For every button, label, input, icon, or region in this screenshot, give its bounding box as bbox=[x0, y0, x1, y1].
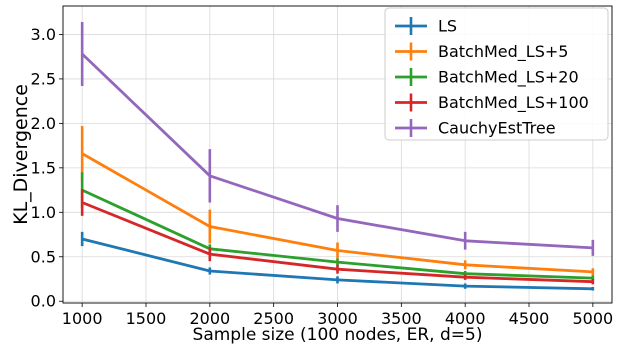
legend-entry: LS bbox=[395, 17, 457, 36]
legend: LS BatchMed_LS+5 BatchMed_LS+20 BatchMed_LS… bbox=[384, 7, 609, 141]
x-tick-label: 4500 bbox=[509, 309, 550, 328]
y-tick-label: 1.0 bbox=[31, 203, 56, 222]
x-axis-label: Sample size (100 nodes, ER, d=5) bbox=[193, 325, 483, 345]
legend-entry: CauchyEstTree bbox=[395, 119, 556, 138]
x-tick-label: 3500 bbox=[381, 309, 422, 328]
x-tick-label: 2500 bbox=[253, 309, 294, 328]
y-tick-label: 2.5 bbox=[31, 69, 56, 88]
series-layer bbox=[80, 22, 595, 291]
legend-entry: BatchMed_LS+20 bbox=[395, 68, 579, 88]
x-tick-label: 1500 bbox=[126, 309, 167, 328]
x-tick-label: 1000 bbox=[62, 309, 103, 328]
y-tick-label: 0.5 bbox=[31, 247, 56, 266]
legend-label: BatchMed_LS+5 bbox=[438, 42, 568, 62]
series-batchmed-ls-5 bbox=[80, 126, 595, 276]
y-tick-label: 3.0 bbox=[31, 25, 56, 44]
y-tick-label: 2.0 bbox=[31, 114, 56, 133]
legend-label: LS bbox=[438, 17, 457, 36]
series-batchmed-ls-100 bbox=[80, 189, 595, 285]
legend-label: CauchyEstTree bbox=[438, 119, 556, 138]
x-tick-label: 3000 bbox=[317, 309, 358, 328]
series-ls bbox=[80, 231, 595, 291]
x-tick-label: 4000 bbox=[445, 309, 486, 328]
y-axis-label: KL_Divergence bbox=[10, 84, 32, 225]
legend-entry: BatchMed_LS+100 bbox=[395, 93, 589, 113]
legend-entry: BatchMed_LS+5 bbox=[395, 42, 568, 62]
legend-box bbox=[384, 7, 609, 141]
y-tick-label: 0.0 bbox=[31, 292, 56, 311]
legend-label: BatchMed_LS+20 bbox=[438, 68, 579, 88]
x-tick-label: 5000 bbox=[572, 309, 613, 328]
x-tick-label: 2000 bbox=[189, 309, 230, 328]
legend-label: BatchMed_LS+100 bbox=[438, 93, 589, 113]
series-cauchyesttree bbox=[80, 22, 595, 256]
ticks: 1000 1500 2000 2500 3000 3500 4000 4500 5000 0.0 0… bbox=[31, 25, 614, 328]
y-tick-label: 1.5 bbox=[31, 158, 56, 177]
